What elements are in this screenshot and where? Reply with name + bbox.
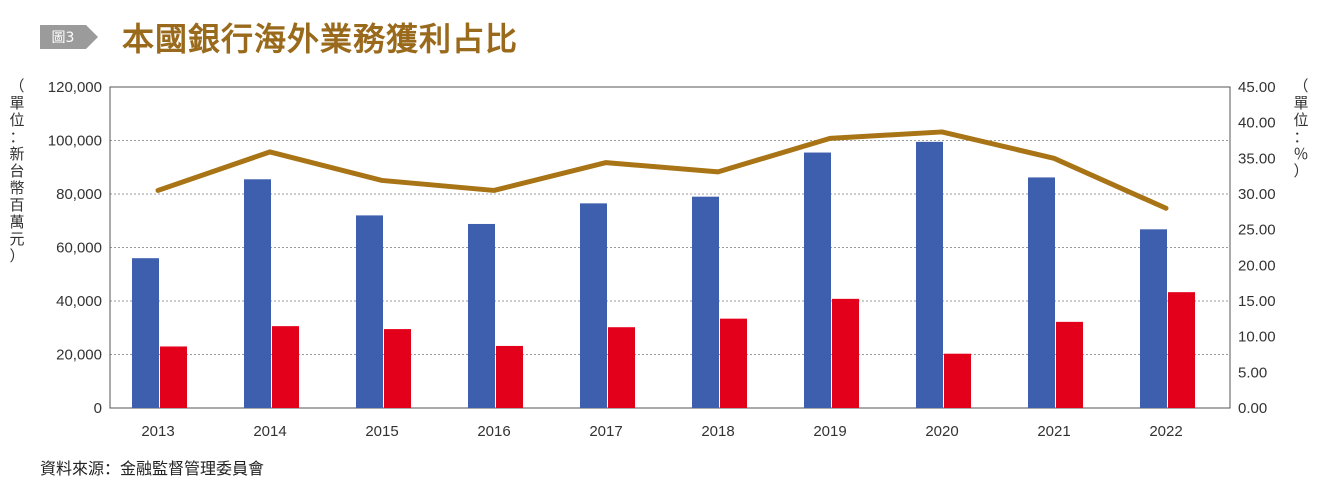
left-unit-char: 單 [9,94,25,112]
left-unit-char: 位 [9,111,25,129]
bar-blue [468,223,495,408]
left-tick-label: 20,000 [56,347,102,364]
bar-blue [804,152,831,408]
right-tick-label: 10.00 [1238,329,1276,346]
x-tick-label: 2021 [1037,423,1070,440]
right-unit-char: ％ [1293,145,1309,163]
bar-blue [1140,229,1167,408]
figure-tag-label: 圖3 [52,30,75,46]
bar-blue [692,196,719,408]
left-unit-char: ） [9,247,25,265]
left-unit-char: 台 [9,162,25,180]
bar-red [944,353,971,408]
bar-red [496,345,523,408]
bar-red [608,327,635,408]
bar-red [1168,292,1195,408]
x-tick-label: 2018 [701,423,734,440]
right-unit-char: ） [1293,162,1309,180]
bar-red [272,326,299,408]
left-unit-char: 百 [9,196,25,214]
right-tick-label: 20.00 [1238,257,1276,274]
bar-red [1056,321,1083,408]
bar-blue [580,203,607,408]
chart-title: 本國銀行海外業務獲利占比 [122,20,519,58]
bar-blue [916,141,943,408]
x-tick-label: 2015 [365,423,398,440]
source-note: 資料來源：金融監督管理委員會 [40,459,265,478]
ratio-line [155,129,1169,211]
right-tick-label: 5.00 [1238,364,1267,381]
right-axis-unit: （ 單 位 ： ％ ） [1292,78,1310,180]
bar-red [160,346,187,408]
left-unit-char: ： [9,128,25,146]
right-tick-label: 15.00 [1238,293,1276,310]
bar-blue [356,215,383,408]
left-unit-char: 萬 [9,213,25,231]
right-tick-label: 25.00 [1238,222,1276,239]
bar-red [720,318,747,408]
right-tick-label: 40.00 [1238,115,1276,132]
left-unit-char: 元 [9,230,25,248]
left-tick-label: 40,000 [56,293,102,310]
right-tick-label: 30.00 [1238,186,1276,203]
bar-blue [132,258,159,408]
left-axis-unit: （ 單 位 ： 新 台 幣 百 萬 元 ） [8,78,26,265]
left-tick-label: 0 [94,400,102,417]
left-tick-label: 100,000 [48,133,102,150]
right-unit-char: 單 [1293,94,1309,112]
right-tick-label: 35.00 [1238,150,1276,167]
left-unit-char: 幣 [9,179,25,197]
left-unit-char: （ [9,77,25,95]
figure-tag: 圖3 [40,25,100,49]
bar-red [384,329,411,408]
left-tick-label: 120,000 [48,79,102,96]
x-tick-label: 2019 [813,423,846,440]
x-tick-label: 2020 [925,423,958,440]
right-tick-label: 0.00 [1238,400,1267,417]
left-tick-label: 60,000 [56,240,102,257]
x-tick-label: 2016 [477,423,510,440]
x-tick-label: 2013 [141,423,174,440]
right-unit-char: ： [1293,128,1309,146]
left-unit-char: 新 [9,145,25,163]
bar-blue [244,179,271,408]
x-tick-label: 2014 [253,423,286,440]
left-tick-label: 80,000 [56,186,102,203]
bar-red [832,298,859,408]
right-unit-char: （ [1293,77,1309,95]
right-tick-label: 45.00 [1238,79,1276,96]
right-unit-char: 位 [1293,111,1309,129]
bar-blue [1028,177,1055,408]
plot-frame [109,86,1231,409]
x-tick-label: 2017 [589,423,622,440]
x-tick-label: 2022 [1149,423,1182,440]
